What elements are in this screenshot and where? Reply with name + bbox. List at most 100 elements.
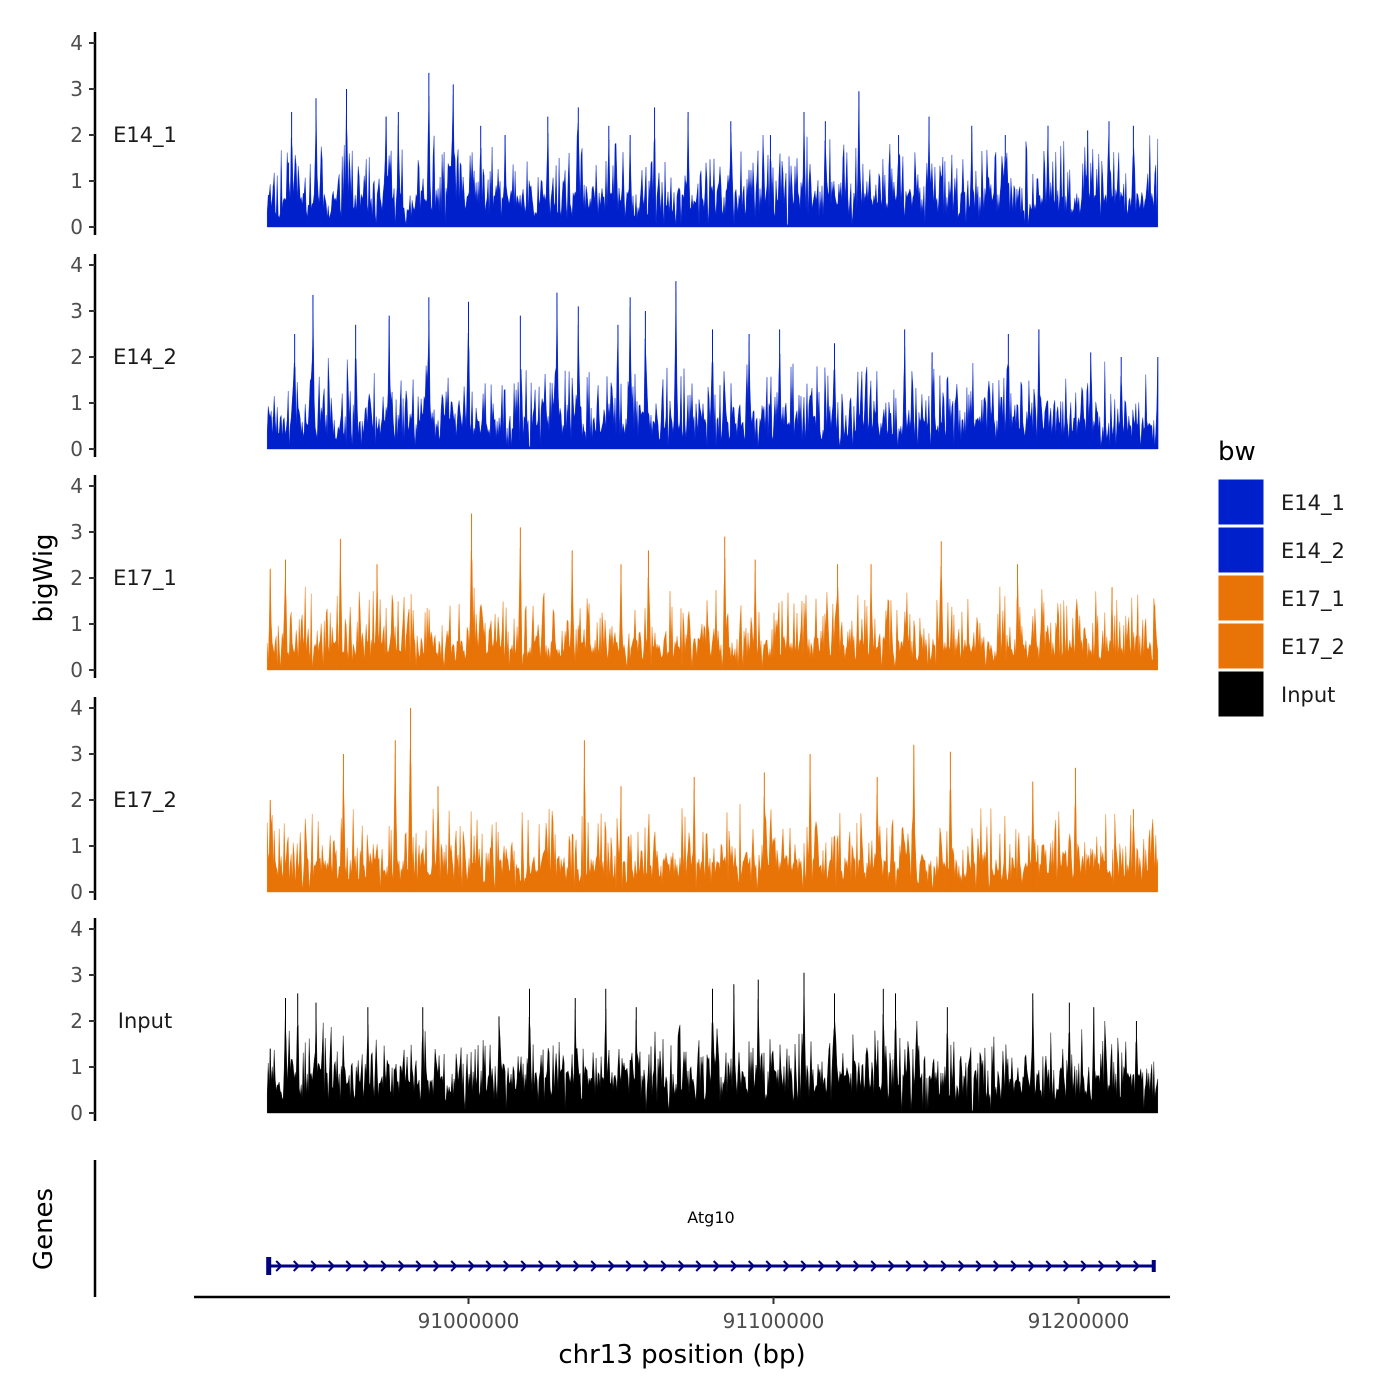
strand-arrow xyxy=(607,1260,616,1272)
legend-item: E17_1 xyxy=(1217,574,1345,622)
track-label: Input xyxy=(118,1009,172,1033)
legend-item: E17_2 xyxy=(1217,622,1345,670)
strand-arrow xyxy=(485,1260,493,1272)
gene-panel: Genes Atg10 xyxy=(29,1160,1156,1297)
track-label: E14_1 xyxy=(113,123,177,148)
coverage-area xyxy=(267,93,1158,228)
strand-arrow xyxy=(765,1260,773,1272)
legend-label: E14_2 xyxy=(1281,539,1345,564)
y-tick-label: 1 xyxy=(70,169,83,193)
y-tick-label: 0 xyxy=(70,215,83,239)
strand-arrow xyxy=(835,1260,843,1272)
y-tick-label: 1 xyxy=(70,391,83,415)
strand-arrow xyxy=(642,1260,651,1272)
y-tick-label: 2 xyxy=(70,345,83,369)
strand-arrow xyxy=(1045,1260,1053,1272)
gene-exon xyxy=(1151,1260,1156,1272)
strand-arrow xyxy=(380,1260,388,1272)
strand-arrow xyxy=(922,1260,931,1272)
gene-models: Atg10 xyxy=(266,1208,1156,1275)
legend-swatch xyxy=(1217,622,1265,670)
strand-arrow xyxy=(362,1260,371,1272)
strand-arrow xyxy=(537,1260,546,1272)
strand-arrow xyxy=(502,1260,511,1272)
y-tick-label: 4 xyxy=(70,696,83,720)
strand-arrow xyxy=(467,1260,476,1272)
x-tick-label: 91100000 xyxy=(723,1309,825,1333)
strand-arrow xyxy=(1062,1260,1071,1272)
strand-arrow xyxy=(520,1260,528,1272)
strand-arrow xyxy=(800,1260,808,1272)
strand-arrow xyxy=(327,1260,336,1272)
track-e17-2: 0 1 2 3 4 E17_2 xyxy=(70,696,1158,904)
track-label: E17_1 xyxy=(113,566,177,591)
legend-swatch xyxy=(1217,574,1265,622)
strand-arrow xyxy=(712,1260,721,1272)
strand-arrow xyxy=(677,1260,686,1272)
legend-title: bw xyxy=(1218,437,1256,467)
strand-arrow xyxy=(1132,1260,1141,1272)
y-tick-label: 0 xyxy=(70,1101,83,1125)
x-axis-ticks: 91000000 91100000 91200000 xyxy=(418,1297,1130,1333)
legend: bw E14_1 E14_2 E17_1 E17_2 Input xyxy=(1217,437,1345,718)
coverage-tracks: 0 1 2 3 4 E14_1 0 1 2 3 4 E14_2 0 1 2 3 4 E17_1 0 1 2 3 4 E17_2… xyxy=(70,31,1159,1125)
y-tick-label: 4 xyxy=(70,253,83,277)
legend-swatch xyxy=(1217,478,1265,526)
strand-arrow xyxy=(852,1260,861,1272)
strand-arrow xyxy=(887,1260,896,1272)
strand-arrow xyxy=(310,1260,318,1272)
strand-arrow xyxy=(397,1260,406,1272)
strand-arrow xyxy=(695,1260,703,1272)
legend-items: E14_1 E14_2 E17_1 E17_2 Input xyxy=(1217,478,1345,718)
y-tick-label: 0 xyxy=(70,437,83,461)
strand-arrow xyxy=(1027,1260,1036,1272)
track-label: E17_2 xyxy=(113,788,177,813)
strand-arrow xyxy=(782,1260,791,1272)
legend-label: E17_1 xyxy=(1281,587,1345,612)
gene-exon xyxy=(266,1257,272,1275)
coverage-area xyxy=(267,749,1158,893)
strand-arrow xyxy=(905,1260,913,1272)
strand-arrow xyxy=(940,1260,948,1272)
strand-arrow xyxy=(1010,1260,1018,1272)
gene-model: Atg10 xyxy=(266,1208,1156,1275)
strand-arrow xyxy=(870,1260,878,1272)
y-tick-label: 4 xyxy=(70,31,83,55)
y-tick-label: 0 xyxy=(70,880,83,904)
strand-arrow xyxy=(275,1260,283,1272)
track-label: E14_2 xyxy=(113,345,177,370)
x-tick-label: 91200000 xyxy=(1028,1309,1130,1333)
strand-arrow xyxy=(730,1260,738,1272)
legend-label: Input xyxy=(1281,683,1335,707)
strand-arrow xyxy=(957,1260,966,1272)
x-axis: 91000000 91100000 91200000 chr13 position … xyxy=(194,1295,1170,1370)
legend-label: E14_1 xyxy=(1281,491,1345,516)
gene-panel-title: Genes xyxy=(29,1188,59,1270)
x-axis-title: chr13 position (bp) xyxy=(558,1340,805,1370)
track-e14-1: 0 1 2 3 4 E14_1 xyxy=(70,31,1158,239)
y-tick-label: 2 xyxy=(70,1009,83,1033)
strand-arrow xyxy=(345,1260,353,1272)
strand-arrow xyxy=(432,1260,441,1272)
legend-swatch xyxy=(1217,670,1265,718)
y-tick-label: 3 xyxy=(70,520,83,544)
strand-arrow xyxy=(660,1260,668,1272)
legend-item: Input xyxy=(1217,670,1335,718)
track-e17-1: 0 1 2 3 4 E17_1 xyxy=(70,474,1158,682)
gene-label: Atg10 xyxy=(687,1208,734,1227)
strand-arrow xyxy=(817,1260,826,1272)
strand-arrow xyxy=(1097,1260,1106,1272)
y-tick-label: 3 xyxy=(70,77,83,101)
track-input: 0 1 2 3 4 Input xyxy=(70,917,1158,1125)
y-tick-label: 3 xyxy=(70,299,83,323)
x-tick-label: 91000000 xyxy=(418,1309,520,1333)
strand-arrow xyxy=(572,1260,581,1272)
y-tick-label: 1 xyxy=(70,1055,83,1079)
legend-item: E14_1 xyxy=(1217,478,1345,526)
track-e14-2: 0 1 2 3 4 E14_2 xyxy=(70,253,1159,461)
y-tick-label: 4 xyxy=(70,474,83,498)
strand-arrow xyxy=(1080,1260,1088,1272)
strand-arrow xyxy=(415,1260,423,1272)
